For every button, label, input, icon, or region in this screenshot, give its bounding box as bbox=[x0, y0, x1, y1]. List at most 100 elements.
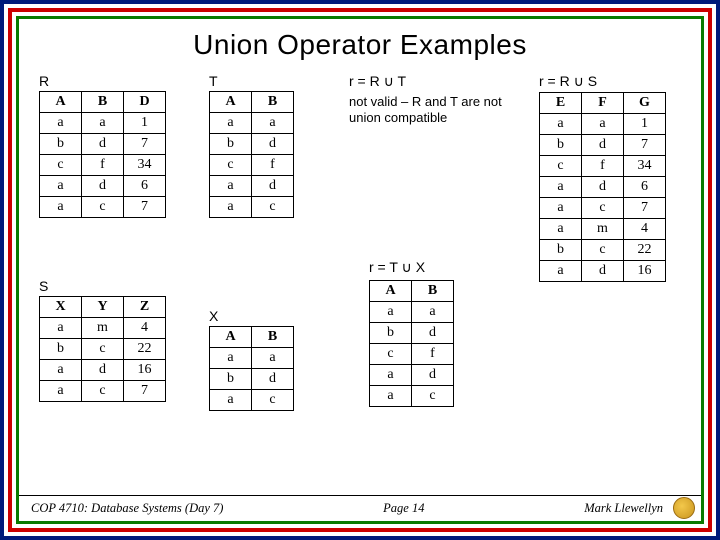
table-cell: b bbox=[370, 323, 412, 344]
table-header-cell: Y bbox=[82, 297, 124, 318]
table-header-cell: A bbox=[210, 327, 252, 348]
table-cell: 16 bbox=[624, 261, 666, 282]
table-cell: c bbox=[82, 197, 124, 218]
table-cell: a bbox=[252, 348, 294, 369]
table-cell: 6 bbox=[124, 176, 166, 197]
table-row: cf34 bbox=[540, 156, 666, 177]
table-cell: a bbox=[40, 113, 82, 134]
table-cell: 7 bbox=[124, 134, 166, 155]
table-cell: 22 bbox=[624, 240, 666, 261]
table-cell: c bbox=[252, 390, 294, 411]
table-header-cell: A bbox=[210, 92, 252, 113]
table-cell: a bbox=[210, 176, 252, 197]
table-cell: a bbox=[210, 390, 252, 411]
table-cell: 1 bbox=[124, 113, 166, 134]
table-cell: a bbox=[540, 114, 582, 135]
table-row: ad bbox=[370, 365, 454, 386]
table-cell: c bbox=[40, 155, 82, 176]
table-block-RT: r = R ∪ T not valid – R and T are not un… bbox=[349, 73, 519, 125]
table-block-TX: r = T ∪ X ABaabdcfadac bbox=[369, 259, 454, 407]
table-cell: c bbox=[582, 198, 624, 219]
table-row: ac bbox=[210, 197, 294, 218]
table-header-cell: B bbox=[252, 92, 294, 113]
table-row: aa bbox=[370, 302, 454, 323]
table-cell: b bbox=[540, 135, 582, 156]
table-cell: a bbox=[540, 261, 582, 282]
table-row: am4 bbox=[540, 219, 666, 240]
table-cell: b bbox=[210, 134, 252, 155]
table-row: ac7 bbox=[540, 198, 666, 219]
table-cell: a bbox=[40, 176, 82, 197]
table-cell: c bbox=[82, 381, 124, 402]
table-row: ac bbox=[210, 390, 294, 411]
table-cell: a bbox=[370, 302, 412, 323]
table-row: aa1 bbox=[540, 114, 666, 135]
table-cell: d bbox=[582, 135, 624, 156]
table-row: bd bbox=[370, 323, 454, 344]
table-cell: 7 bbox=[124, 197, 166, 218]
table-label-RT: r = R ∪ T bbox=[349, 73, 519, 90]
table-row: aa bbox=[210, 348, 294, 369]
table-row: cf bbox=[210, 155, 294, 176]
table-row: ad16 bbox=[540, 261, 666, 282]
table-cell: a bbox=[540, 219, 582, 240]
table-cell: 22 bbox=[124, 339, 166, 360]
table-cell: d bbox=[582, 261, 624, 282]
table-header-cell: G bbox=[624, 93, 666, 114]
table-cell: d bbox=[252, 369, 294, 390]
table-row: bd bbox=[210, 369, 294, 390]
table-cell: 7 bbox=[624, 135, 666, 156]
table-label-RS: r = R ∪ S bbox=[539, 73, 666, 90]
table-cell: a bbox=[40, 360, 82, 381]
table-block-R: R ABDaa1bd7cf34ad6ac7 bbox=[39, 73, 166, 218]
table-cell: b bbox=[210, 369, 252, 390]
table-row: aa bbox=[210, 113, 294, 134]
table-row: ac7 bbox=[40, 197, 166, 218]
table-cell: d bbox=[412, 323, 454, 344]
table-label-R: R bbox=[39, 73, 166, 89]
slide-frame-inner: Union Operator Examples R ABDaa1bd7cf34a… bbox=[16, 16, 704, 524]
table-cell: a bbox=[40, 318, 82, 339]
table-cell: a bbox=[540, 198, 582, 219]
table-RS: EFGaa1bd7cf34ad6ac7am4bc22ad16 bbox=[539, 92, 666, 282]
table-cell: b bbox=[40, 134, 82, 155]
table-R: ABDaa1bd7cf34ad6ac7 bbox=[39, 91, 166, 218]
table-header-cell: B bbox=[412, 281, 454, 302]
table-cell: c bbox=[582, 240, 624, 261]
table-cell: 6 bbox=[624, 177, 666, 198]
table-header-cell: A bbox=[370, 281, 412, 302]
table-row: ad6 bbox=[540, 177, 666, 198]
table-cell: a bbox=[370, 386, 412, 407]
table-row: ad16 bbox=[40, 360, 166, 381]
table-cell: a bbox=[210, 113, 252, 134]
slide-title: Union Operator Examples bbox=[19, 19, 701, 67]
table-cell: m bbox=[82, 318, 124, 339]
table-header-cell: Z bbox=[124, 297, 166, 318]
logo-icon bbox=[673, 497, 695, 519]
table-cell: c bbox=[252, 197, 294, 218]
slide-content: R ABDaa1bd7cf34ad6ac7 T ABaabdcfadac r =… bbox=[29, 73, 691, 491]
table-label-S: S bbox=[39, 278, 166, 294]
footer-page: Page 14 bbox=[223, 501, 584, 516]
table-cell: d bbox=[252, 176, 294, 197]
table-cell: 16 bbox=[124, 360, 166, 381]
table-cell: a bbox=[82, 113, 124, 134]
slide-frame-mid: Union Operator Examples R ABDaa1bd7cf34a… bbox=[8, 8, 712, 532]
footer-course: COP 4710: Database Systems (Day 7) bbox=[31, 501, 223, 516]
table-cell: f bbox=[82, 155, 124, 176]
table-cell: a bbox=[40, 197, 82, 218]
table-row: cf bbox=[370, 344, 454, 365]
table-row: am4 bbox=[40, 318, 166, 339]
footer-author: Mark Llewellyn bbox=[584, 501, 663, 516]
table-cell: 34 bbox=[624, 156, 666, 177]
table-header-cell: A bbox=[40, 92, 82, 113]
table-label-T: T bbox=[209, 73, 294, 89]
table-cell: d bbox=[252, 134, 294, 155]
table-X: ABaabdac bbox=[209, 326, 294, 411]
table-cell: a bbox=[582, 114, 624, 135]
table-header-cell: X bbox=[40, 297, 82, 318]
table-cell: d bbox=[412, 365, 454, 386]
table-cell: c bbox=[540, 156, 582, 177]
slide-footer: COP 4710: Database Systems (Day 7) Page … bbox=[19, 495, 701, 521]
table-row: ad6 bbox=[40, 176, 166, 197]
